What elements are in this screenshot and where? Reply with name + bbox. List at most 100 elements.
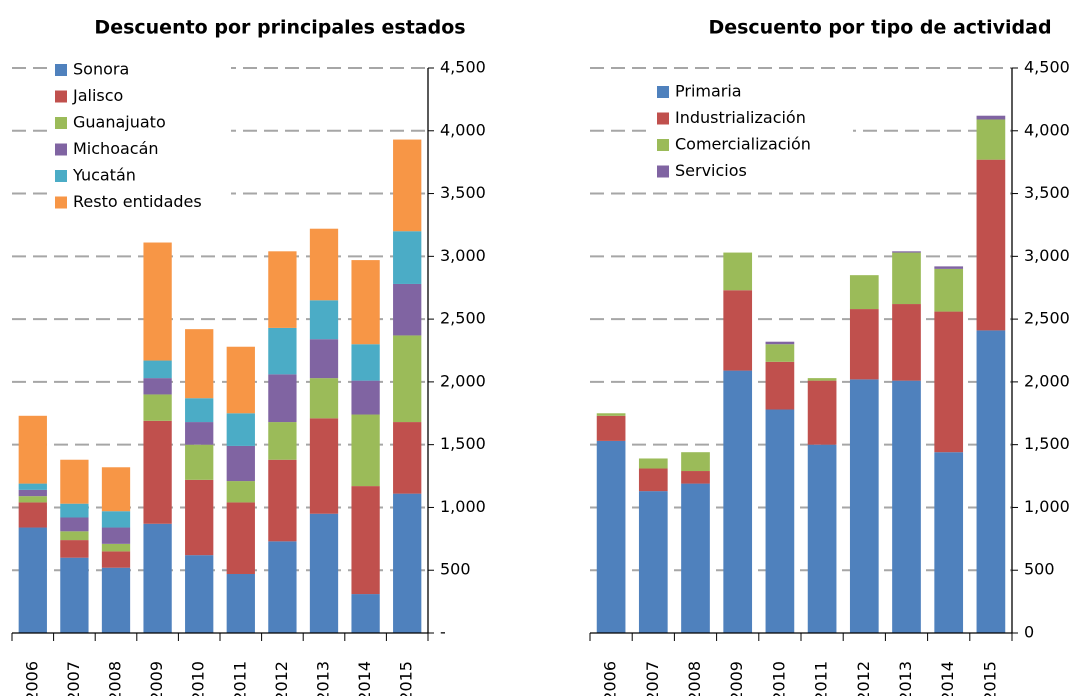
x-tick-label: 2010 <box>769 661 788 696</box>
x-tick-label: 2008 <box>685 661 704 696</box>
legend-box <box>51 56 231 219</box>
bar-segment <box>60 517 89 532</box>
bar-segment <box>638 458 668 469</box>
bar-segment <box>309 378 339 419</box>
y-tick-label: 3,500 <box>440 183 486 202</box>
legend-swatch <box>55 117 67 129</box>
legend-label: Comercialización <box>675 135 811 154</box>
bar-segment <box>268 541 297 633</box>
bar-segment <box>60 531 89 541</box>
bar-segment <box>18 496 47 503</box>
y-tick-label: 4,500 <box>440 58 486 77</box>
legend-label: Primaria <box>675 82 742 101</box>
bar-segment <box>143 378 172 395</box>
bar-segment <box>101 511 131 528</box>
bar-segment <box>101 567 131 633</box>
bar-segment <box>723 370 753 633</box>
bar-segment <box>226 413 255 446</box>
bar-segment <box>934 268 964 312</box>
x-tick-label: 2012 <box>854 661 873 696</box>
bar-segment <box>934 311 964 453</box>
bar-segment <box>393 335 422 423</box>
x-tick-label: 2015 <box>980 661 999 696</box>
x-tick-label: 2014 <box>938 661 957 696</box>
x-tick-label: 2009 <box>727 661 746 696</box>
y-tick-label: 4,000 <box>1024 120 1070 139</box>
bar-segment <box>101 467 131 512</box>
bar-segment <box>226 502 255 574</box>
bar-segment <box>807 444 837 633</box>
bar-segment <box>976 115 1006 120</box>
bar-segment <box>143 242 172 361</box>
x-tick-label: 2015 <box>397 661 416 696</box>
bar-segment <box>934 266 964 269</box>
bar-segment <box>143 394 172 421</box>
bar-segment <box>185 422 214 445</box>
bar-segment <box>351 260 380 345</box>
legend-label: Servicios <box>675 161 747 180</box>
bar-segment <box>18 502 47 528</box>
bar-segment <box>892 304 921 381</box>
bar-segment <box>101 551 131 568</box>
bar-segment <box>226 481 255 503</box>
bar-segment <box>268 459 297 542</box>
y-tick-label: 3,500 <box>1024 183 1070 202</box>
bar-segment <box>596 413 626 416</box>
bar-segment <box>681 471 710 484</box>
bar-segment <box>351 486 380 595</box>
bar-segment <box>18 483 47 490</box>
bar-segment <box>143 420 172 524</box>
bar-segment <box>765 344 795 362</box>
y-tick-label: - <box>440 623 446 642</box>
bar-segment <box>596 415 626 441</box>
legend-swatch <box>55 170 67 182</box>
bar-segment <box>765 361 795 410</box>
bar-segment <box>934 452 964 633</box>
bar-segment <box>226 573 255 633</box>
legend-label: Jalisco <box>72 86 123 105</box>
x-tick-label: 2012 <box>272 661 291 696</box>
x-tick-label: 2013 <box>314 661 333 696</box>
x-tick-label: 2010 <box>189 661 208 696</box>
legend-label: Sonora <box>73 60 129 79</box>
bar-segment <box>976 159 1006 331</box>
bar-segment <box>268 422 297 460</box>
bar-segment <box>309 418 339 514</box>
x-tick-label: 2011 <box>230 661 249 696</box>
legend-box <box>653 78 853 188</box>
bar-segment <box>309 339 339 379</box>
legend-swatch <box>55 90 67 103</box>
bar-segment <box>393 231 422 284</box>
bar-segment <box>60 459 89 504</box>
bar-segment <box>268 251 297 328</box>
bar-segment <box>681 483 710 633</box>
bar-segment <box>18 489 47 497</box>
bar-segment <box>351 344 380 381</box>
bar-segment <box>393 139 422 232</box>
x-tick-label: 2007 <box>64 661 83 696</box>
legend-label: Resto entidades <box>73 192 202 211</box>
legend-label: Michoacán <box>73 139 159 158</box>
bar-segment <box>765 341 795 345</box>
bar-segment <box>681 452 710 472</box>
bar-segment <box>60 557 89 633</box>
bar-segment <box>60 503 89 518</box>
bar-segment <box>976 119 1006 160</box>
bar-segment <box>393 283 422 336</box>
bar-segment <box>268 374 297 423</box>
bar-segment <box>226 346 255 414</box>
x-tick-label: 2008 <box>106 661 125 696</box>
legend-swatch <box>657 112 669 125</box>
bar-segment <box>101 543 131 552</box>
bar-segment <box>185 329 214 399</box>
chart-title: Descuento por tipo de actividad <box>708 17 1051 39</box>
bar-segment <box>351 414 380 487</box>
bar-segment <box>226 445 255 482</box>
bar-segment <box>268 327 297 375</box>
bar-segment <box>723 290 753 371</box>
legend-swatch <box>55 196 67 209</box>
bar-segment <box>143 523 172 633</box>
y-tick-label: 2,500 <box>1024 309 1070 328</box>
y-tick-label: 1,500 <box>440 434 486 453</box>
